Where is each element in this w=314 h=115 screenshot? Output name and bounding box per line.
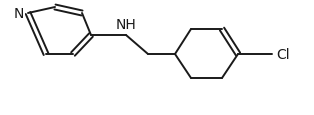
Text: Cl: Cl xyxy=(276,48,290,61)
Text: N: N xyxy=(14,7,24,21)
Text: NH: NH xyxy=(116,18,136,32)
